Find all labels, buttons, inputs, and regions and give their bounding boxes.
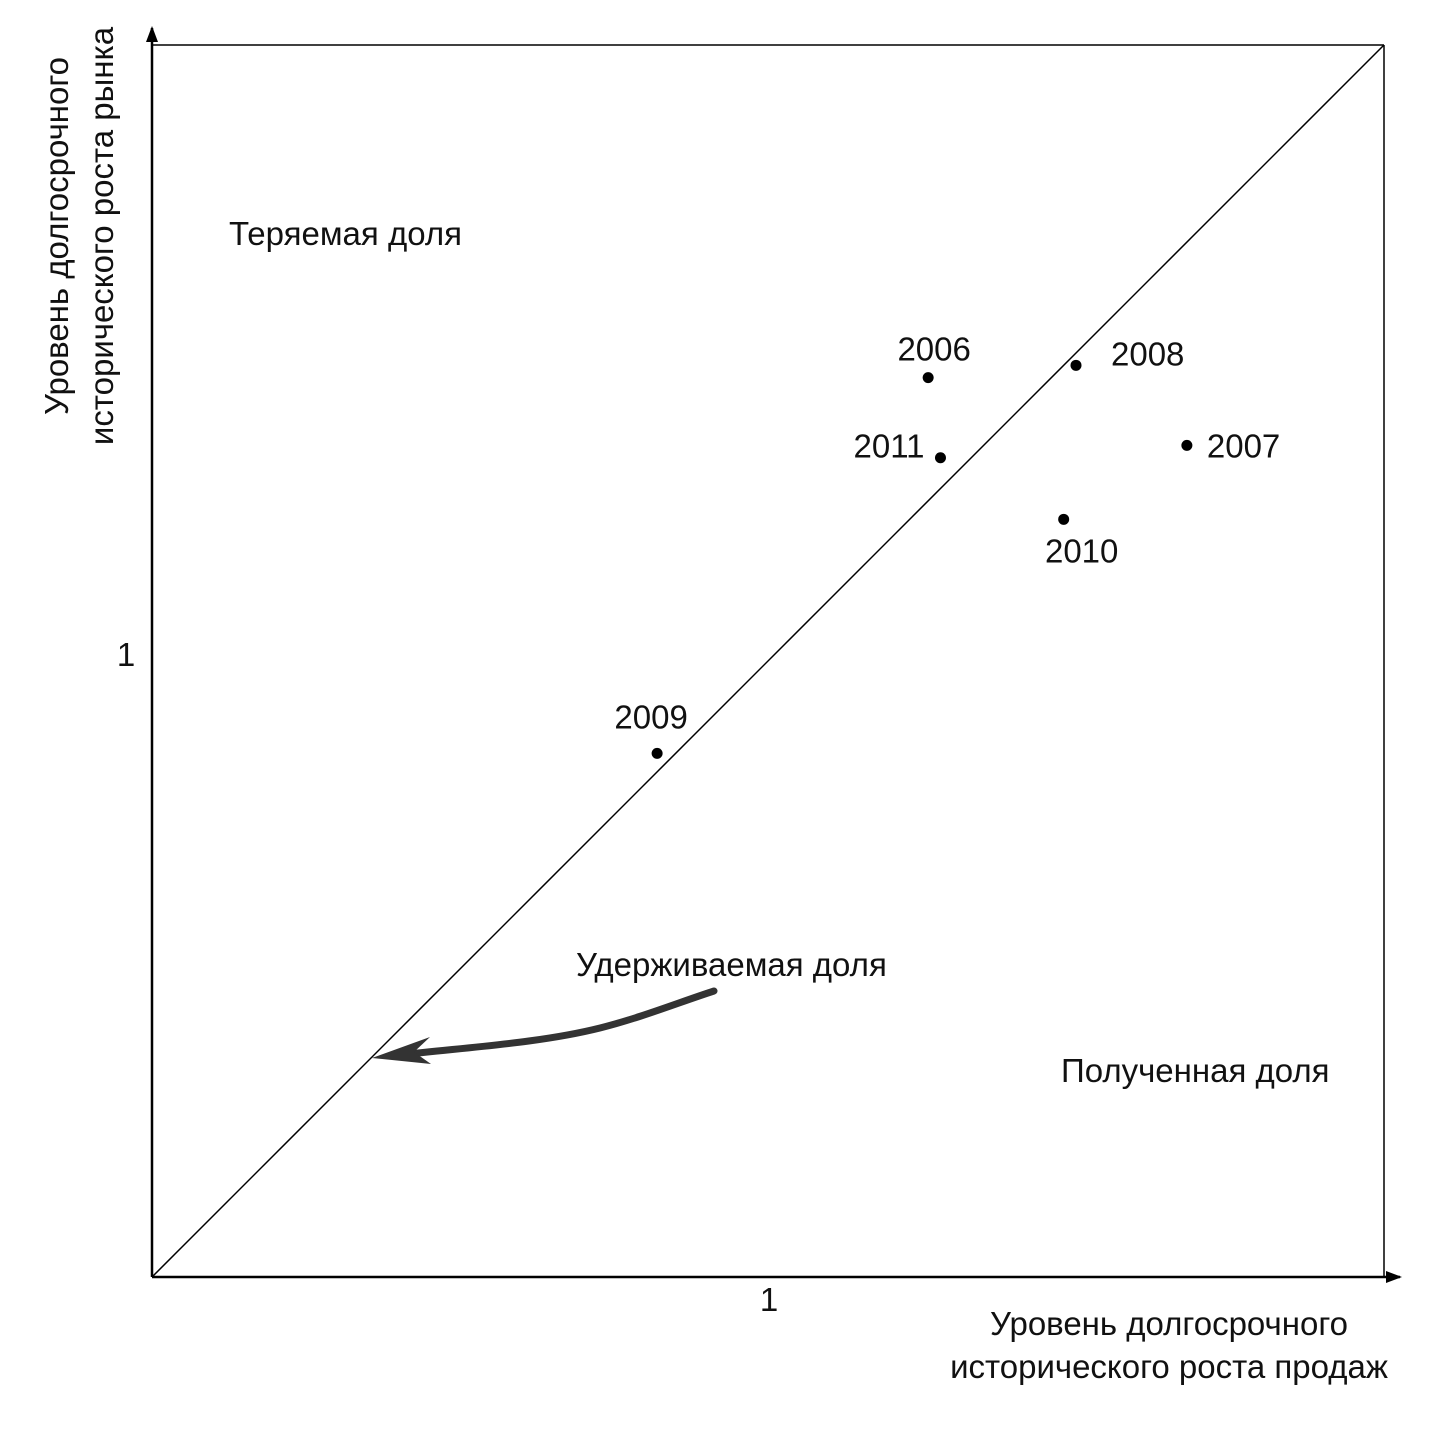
y-axis-title-line-1: Уровень долгосрочного [38, 57, 75, 415]
data-point-2007 [1181, 439, 1193, 451]
held-share-arrowhead [372, 1037, 431, 1064]
diagonal-line [151, 44, 1385, 1278]
data-point-label-2008: 2008 [1111, 335, 1184, 372]
data-points: 2006 2007 2008 2009 2010 2011 [614, 331, 1280, 759]
data-point-2009 [651, 747, 663, 759]
x-axis-title-line-1: Уровень долгосрочного [990, 1305, 1348, 1342]
held-share-arrow [396, 987, 718, 1059]
region-label-gained-share: Полученная доля [1061, 1052, 1330, 1089]
data-point-label-2006: 2006 [897, 331, 970, 368]
data-point-2010 [1058, 513, 1070, 525]
x-tick-label: 1 [760, 1281, 778, 1318]
data-point-label-2007: 2007 [1207, 427, 1280, 464]
data-point-label-2009: 2009 [614, 698, 687, 735]
data-point-2006 [922, 372, 934, 384]
data-point-label-2010: 2010 [1045, 532, 1118, 569]
x-axis-title-line-2: исторического роста продаж [950, 1348, 1388, 1385]
region-label-held-share: Удерживаемая доля [576, 946, 887, 983]
region-label-lost-share: Теряемая доля [229, 215, 462, 252]
data-point-label-2011: 2011 [854, 428, 925, 465]
y-axis-title-line-2: исторического роста рынка [83, 26, 120, 445]
data-point-2008 [1070, 359, 1082, 371]
data-point-2011 [934, 452, 946, 464]
y-tick-label: 1 [117, 636, 135, 673]
